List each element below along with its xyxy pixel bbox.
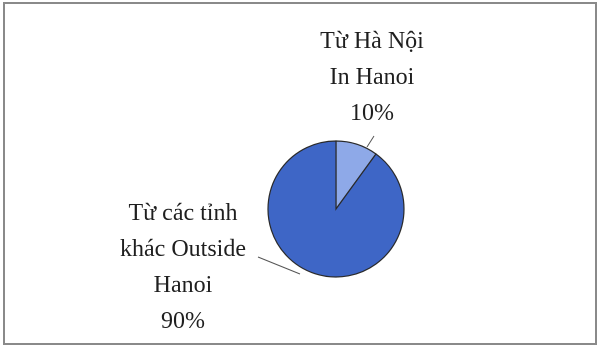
- label-outside: Từ các tỉnh khác Outside Hanoi 90%: [120, 200, 246, 334]
- label-hanoi-line-1: Từ Hà Nội: [320, 28, 424, 54]
- label-outside-line-1: Từ các tỉnh: [129, 200, 238, 226]
- label-outside-line-3: Hanoi: [154, 272, 213, 298]
- leader-line-outside: [257, 256, 301, 275]
- pie-slices: [267, 140, 405, 278]
- label-outside-value: 90%: [161, 308, 205, 334]
- pie-slice-outside-hanoi: [267, 140, 405, 278]
- label-hanoi-line-2: In Hanoi: [330, 64, 415, 90]
- label-hanoi: Từ Hà Nội In Hanoi 10%: [320, 28, 424, 126]
- label-outside-line-2: khác Outside: [120, 236, 246, 262]
- label-hanoi-value: 10%: [350, 100, 394, 126]
- leader-line-hanoi: [366, 135, 375, 148]
